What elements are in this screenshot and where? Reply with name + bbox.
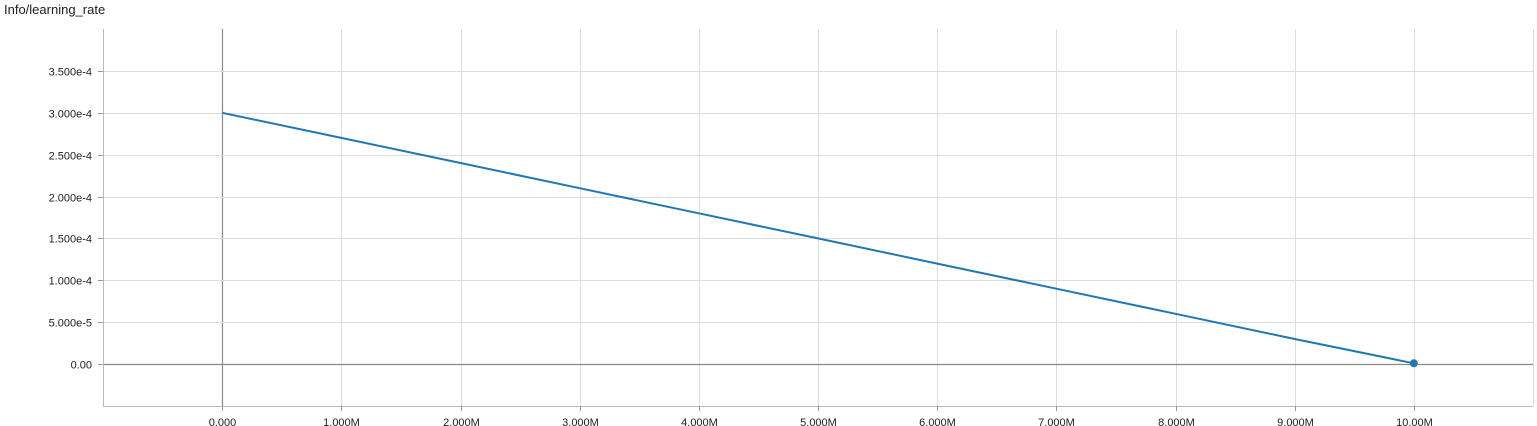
y-tick-label: 3.500e-4 [49,67,92,79]
y-tick-label: 2.500e-4 [49,151,92,163]
y-tick-label: 1.500e-4 [49,234,92,246]
x-tick-label: 3.000M [562,417,599,426]
series-end-point[interactable] [1409,359,1418,368]
x-tick-label: 9.000M [1277,417,1314,426]
x-tick-label: 0.000 [209,417,237,426]
x-tick-label: 7.000M [1038,417,1075,426]
y-tick-label: 1.000e-4 [49,276,92,288]
y-tick-label: 0.00 [71,360,92,372]
chart-title: Info/learning_rate [4,2,106,17]
x-tick-label: 4.000M [681,417,718,426]
y-tick-label: 5.000e-5 [49,318,92,330]
x-tick-label: 5.000M [800,417,837,426]
y-tick-label: 2.000e-4 [49,193,92,205]
x-tick-label: 1.000M [323,417,360,426]
x-tick-label: 10.00M [1396,417,1433,426]
x-tick-label: 8.000M [1158,417,1195,426]
x-tick-label: 2.000M [443,417,480,426]
y-tick-label: 3.000e-4 [49,109,92,121]
learning-rate-series-line [221,111,1414,365]
x-tick-label: 6.000M [919,417,956,426]
